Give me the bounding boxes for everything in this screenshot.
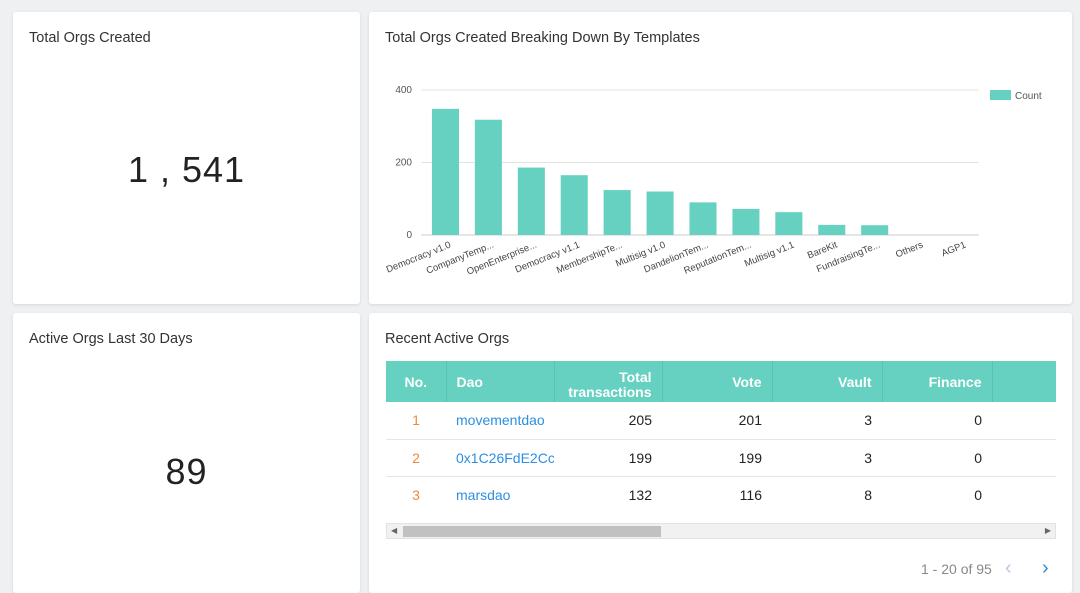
x-tick-label: AGP1 — [940, 240, 968, 260]
scrollbar-thumb[interactable] — [403, 526, 661, 537]
top-link-fragment — [18, 0, 178, 4]
row-vault: 8 — [772, 476, 882, 511]
col-header-finance[interactable]: Finance — [882, 361, 993, 402]
row-total-transactions: 199 — [554, 439, 662, 477]
row-a — [992, 439, 1056, 477]
bar — [689, 202, 717, 235]
total-orgs-title: Total Orgs Created — [29, 30, 151, 46]
row-vote: 199 — [662, 439, 772, 477]
pagination-range: 1 - 20 of 95 — [921, 561, 992, 577]
bar — [517, 167, 545, 235]
row-finance: 0 — [882, 439, 992, 477]
legend-swatch — [990, 90, 1011, 100]
recent-orgs-table: No. Dao Total transactions Vote Vault Fi… — [386, 361, 1056, 511]
col-header-vote[interactable]: Vote — [662, 361, 773, 402]
col-header-vault[interactable]: Vault — [772, 361, 883, 402]
y-tick-label: 400 — [395, 85, 412, 96]
x-tick-label: Others — [894, 239, 925, 260]
chevron-right-icon[interactable]: › — [1042, 557, 1049, 579]
row-dao-link[interactable]: 0x1C26FdE2Cc — [446, 439, 554, 477]
legend-label: Count — [1015, 91, 1042, 102]
row-finance: 0 — [882, 476, 992, 511]
row-a — [992, 402, 1056, 440]
scroll-left-arrow-icon[interactable]: ◀ — [391, 526, 398, 535]
chevron-left-icon[interactable]: ‹ — [1005, 557, 1012, 579]
table-row[interactable]: 1 movementdao 205 201 3 0 — [386, 402, 1056, 440]
row-vote: 201 — [662, 402, 772, 440]
table-header-row: No. Dao Total transactions Vote Vault Fi… — [386, 361, 1056, 402]
active-orgs-card: Active Orgs Last 30 Days 89 — [13, 313, 360, 593]
top-bar — [0, 0, 1080, 10]
row-vault: 3 — [772, 402, 882, 440]
y-tick-label: 200 — [395, 158, 412, 169]
bar — [861, 225, 889, 235]
x-tick-label: Multisig v1.1 — [743, 240, 796, 270]
row-total-transactions: 132 — [554, 476, 662, 511]
table-row[interactable]: 2 0x1C26FdE2Cc 199 199 3 0 — [386, 439, 1056, 477]
table-horizontal-scrollbar[interactable]: ◀ ▶ — [386, 523, 1056, 539]
templates-chart-card: Total Orgs Created Breaking Down By Temp… — [369, 12, 1072, 304]
bar — [560, 175, 588, 235]
total-orgs-card: Total Orgs Created 1 , 541 — [13, 12, 360, 304]
row-vote: 116 — [662, 476, 772, 511]
row-no: 3 — [386, 476, 446, 511]
bar — [818, 224, 846, 235]
scroll-right-arrow-icon[interactable]: ▶ — [1044, 526, 1051, 535]
y-tick-label: 0 — [406, 230, 412, 241]
row-finance: 0 — [882, 402, 992, 440]
bar — [775, 212, 803, 235]
row-total-transactions: 205 — [554, 402, 662, 440]
table-row[interactable]: 3 marsdao 132 116 8 0 — [386, 476, 1056, 511]
bar — [646, 191, 674, 235]
templates-chart-title: Total Orgs Created Breaking Down By Temp… — [385, 30, 700, 46]
recent-orgs-title: Recent Active Orgs — [385, 331, 510, 347]
row-no: 2 — [386, 439, 446, 477]
col-header-total-transactions-label: Total transactions — [568, 368, 652, 400]
col-header-no[interactable]: No. — [386, 361, 447, 402]
col-header-total-transactions[interactable]: Total transactions — [554, 361, 663, 402]
row-vault: 3 — [772, 439, 882, 477]
bar — [603, 190, 631, 235]
total-orgs-value: 1 , 541 — [127, 149, 246, 190]
row-no: 1 — [386, 402, 446, 440]
bar — [431, 108, 459, 235]
row-dao-link[interactable]: movementdao — [446, 402, 554, 440]
active-orgs-title: Active Orgs Last 30 Days — [29, 331, 193, 347]
row-dao-link[interactable]: marsdao — [446, 476, 554, 511]
active-orgs-value: 89 — [165, 451, 208, 492]
row-a — [992, 476, 1056, 511]
col-header-a[interactable]: A — [992, 361, 1056, 402]
col-header-dao[interactable]: Dao — [446, 361, 555, 402]
recent-orgs-table-wrap[interactable]: No. Dao Total transactions Vote Vault Fi… — [386, 361, 1056, 511]
bar — [732, 208, 760, 235]
bar — [474, 119, 502, 235]
recent-orgs-card: Recent Active Orgs No. Dao Total transac… — [369, 313, 1072, 593]
